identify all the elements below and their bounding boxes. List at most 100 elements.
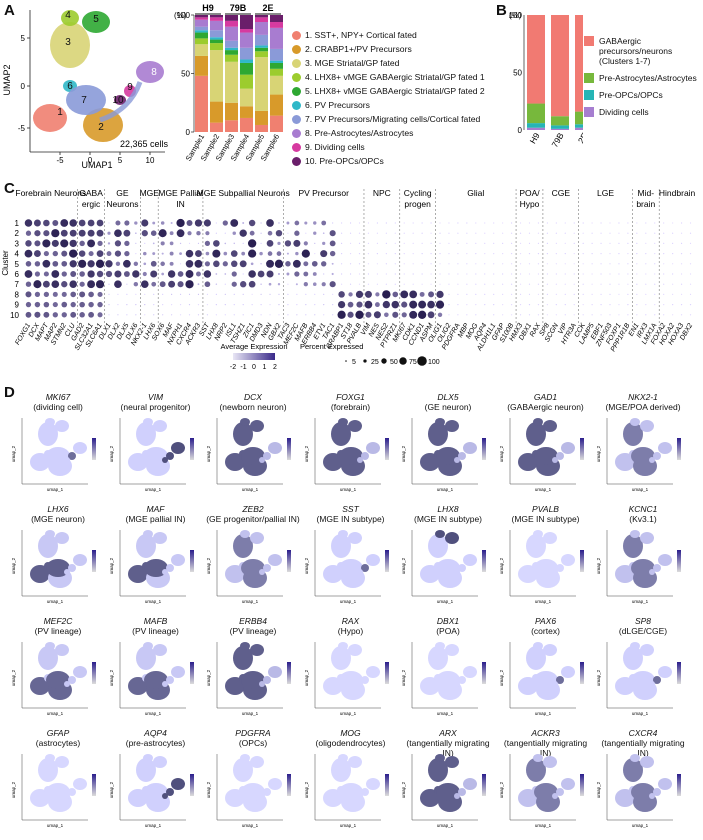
dot <box>555 253 557 255</box>
stack-a-seg-8 <box>225 26 238 41</box>
feature-cluster <box>445 644 459 656</box>
stack-a-seg-5 <box>270 62 283 69</box>
dot <box>287 283 289 285</box>
dot <box>338 291 345 298</box>
umap-cluster-label-7: 7 <box>81 95 87 106</box>
dot <box>519 263 522 265</box>
cluster-legend: 1. SST+, NPY+ Cortical fated 2. CRABP1+/P… <box>292 28 497 168</box>
dot <box>555 314 557 316</box>
dot <box>323 314 325 316</box>
feature-gene-name: LHX6 <box>47 504 69 514</box>
feature-umap: umap_2 umap_1 <box>401 754 486 828</box>
feature-cluster <box>435 530 445 538</box>
dot <box>555 273 557 275</box>
dot <box>555 293 557 295</box>
feature-plot-title: RAX (Hypo) <box>303 616 399 636</box>
feature-cluster <box>623 534 643 558</box>
feature-cluster <box>225 453 245 471</box>
comp-ytick: 100 <box>509 11 523 20</box>
dot <box>582 304 584 306</box>
dot <box>448 253 450 255</box>
comp-legend-label: Pre-Astrocytes/Astrocytes <box>599 73 697 83</box>
feature-cluster <box>338 447 363 465</box>
dot <box>663 273 665 275</box>
stack-a-seg-4 <box>270 68 283 76</box>
feature-gene-name: RAX <box>341 616 360 626</box>
dot <box>680 304 683 306</box>
dot <box>627 222 629 224</box>
feature-cluster <box>640 756 654 768</box>
dot <box>403 242 405 244</box>
feature-gene-desc: (PV lineage) <box>132 626 179 636</box>
dot <box>296 304 298 306</box>
dot <box>421 263 423 265</box>
dot <box>233 293 235 295</box>
feature-ylabel: umap_2 <box>596 669 601 686</box>
dot <box>591 253 593 255</box>
feature-plot-title: LHX6 (MGE neuron) <box>10 504 106 524</box>
feature-plot-title: MEF2C (PV lineage) <box>10 616 106 636</box>
comp-ylabel: (%) <box>509 11 522 20</box>
feature-gene-desc: (newborn neuron) <box>219 402 287 412</box>
dot <box>96 270 104 278</box>
feature-cluster <box>170 554 185 566</box>
dot <box>152 221 156 225</box>
dot <box>133 261 139 267</box>
dot <box>609 232 611 234</box>
feature-colorbar <box>189 550 194 572</box>
feature-umap: umap_2 umap_1 <box>206 530 291 604</box>
dot <box>448 232 450 234</box>
dot <box>153 314 155 316</box>
feature-plot-cxcr4: CXCR4 (tangentially migrating IN) umap_2 um… <box>595 728 691 828</box>
dot <box>528 273 531 275</box>
umap-xtick: -5 <box>56 156 64 165</box>
umap-clusters <box>33 10 164 142</box>
legend-dot <box>292 100 301 110</box>
dot <box>672 242 674 244</box>
dot <box>96 219 104 227</box>
dot <box>185 249 194 258</box>
dot <box>394 242 396 244</box>
dot <box>260 263 262 265</box>
feature-cluster <box>259 681 265 687</box>
dot <box>528 293 531 295</box>
dot <box>321 282 326 287</box>
percent-legend-dot <box>345 360 347 362</box>
dot <box>419 291 425 297</box>
feature-cluster <box>161 569 168 575</box>
dot <box>106 251 112 257</box>
dot <box>636 232 638 234</box>
legend-label: 7. PV Precursors/Migrating cells/Cortica… <box>305 114 481 124</box>
dot <box>341 283 343 285</box>
dot <box>600 232 602 234</box>
feature-cluster <box>517 789 538 807</box>
feature-cluster <box>268 778 282 790</box>
dot <box>609 273 611 275</box>
feature-ylabel: umap_2 <box>11 781 16 798</box>
feature-cluster <box>623 646 643 670</box>
feature-cluster <box>356 569 363 575</box>
dot <box>555 242 557 244</box>
dot <box>689 253 692 255</box>
dot <box>636 304 638 306</box>
stack-a-seg-4 <box>225 54 238 62</box>
dot <box>215 273 218 275</box>
dot <box>528 222 531 224</box>
dot <box>493 304 495 306</box>
dot <box>466 232 468 234</box>
feature-cluster <box>615 677 635 695</box>
feature-xlabel: umap_1 <box>242 599 259 604</box>
feature-cluster <box>55 756 69 768</box>
dot <box>618 253 620 255</box>
dot <box>177 281 184 288</box>
umap-xtick: 10 <box>146 156 155 165</box>
feature-cluster <box>263 452 271 460</box>
dot <box>457 273 459 275</box>
feature-colorbar <box>579 662 584 684</box>
dot <box>311 260 318 267</box>
feature-cluster <box>435 754 445 762</box>
dot <box>546 242 548 244</box>
dot <box>582 314 584 316</box>
dot <box>358 242 361 244</box>
dot <box>285 261 291 267</box>
